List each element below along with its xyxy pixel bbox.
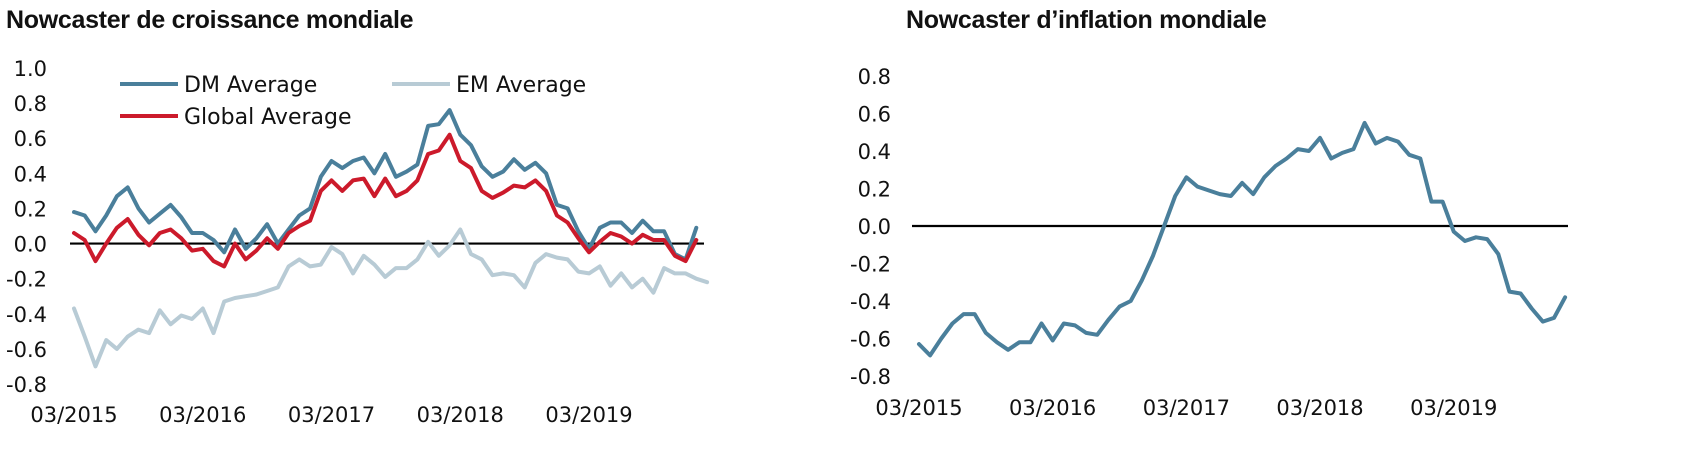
- global-average-line: [72, 132, 699, 269]
- y-tick-label: 0.4: [14, 162, 47, 186]
- legend-label-em-average: EM Average: [456, 73, 586, 98]
- y-tick-label: 0.0: [14, 233, 47, 257]
- y-tick-label: -0.4: [850, 290, 891, 314]
- x-tick-label: 03/2019: [545, 403, 632, 427]
- y-tick-label: -0.6: [6, 338, 47, 362]
- x-tick-label: 03/2016: [1009, 396, 1096, 420]
- x-tick-label: 03/2016: [159, 403, 246, 427]
- y-tick-label: 0.6: [858, 103, 891, 127]
- x-tick-label: 03/2019: [1410, 396, 1497, 420]
- em-average-line: [72, 227, 710, 369]
- legend-label-global-average: Global Average: [184, 105, 352, 130]
- y-tick-label: 0.6: [14, 127, 47, 151]
- y-tick-label: 0.8: [14, 92, 47, 116]
- y-tick-label: 0.2: [858, 178, 891, 202]
- y-tick-label: -0.8: [6, 373, 47, 397]
- series-0-line: [917, 120, 1568, 358]
- y-tick-label: 0.0: [858, 215, 891, 239]
- growth-chart: 1.0 0.8 0.6 0.4 0.2 0.0 -0.2 -0.4 -0.6 -0.8 03/201…: [6, 57, 710, 427]
- dm-average-line: [72, 108, 699, 262]
- y-tick-label: 1.0: [14, 57, 47, 81]
- y-tick-label: 0.4: [858, 140, 891, 164]
- x-tick-label: 03/2017: [288, 403, 375, 427]
- y-tick-label: 0.8: [858, 65, 891, 89]
- inflation-chart: 0.8 0.6 0.4 0.2 0.0 -0.2 -0.4 -0.6 -0.8 03/2015 03…: [850, 65, 1568, 420]
- x-tick-label: 03/2015: [30, 403, 117, 427]
- chart-title: Nowcaster d’inflation mondiale: [906, 6, 1267, 34]
- x-tick-label: 03/2015: [875, 396, 962, 420]
- y-tick-label: -0.2: [6, 268, 47, 292]
- x-tick-label: 03/2018: [417, 403, 504, 427]
- inflation-chart-panel: Nowcaster d’inflation mondiale 0.8 0.6 0.4…: [850, 0, 1701, 469]
- y-tick-label: -0.8: [850, 365, 891, 389]
- y-tick-label: -0.4: [6, 303, 47, 327]
- growth-chart-panel: Nowcaster de croissance mondiale 1.0 0.8 0…: [0, 0, 820, 469]
- chart-title: Nowcaster de croissance mondiale: [6, 6, 414, 34]
- x-tick-label: 03/2017: [1143, 396, 1230, 420]
- x-tick-label: 03/2018: [1276, 396, 1363, 420]
- legend-label-dm-average: DM Average: [184, 73, 317, 98]
- y-tick-label: -0.6: [850, 328, 891, 352]
- y-tick-label: 0.2: [14, 197, 47, 221]
- y-tick-label: -0.2: [850, 253, 891, 277]
